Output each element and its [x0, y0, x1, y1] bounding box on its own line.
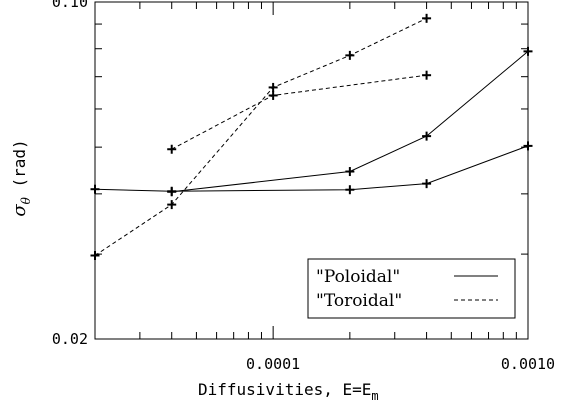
data-point-marker: [345, 167, 355, 177]
data-point-marker: [167, 200, 177, 210]
data-point-marker: [523, 46, 533, 56]
data-point-marker: [523, 141, 533, 151]
series-1-solid: [167, 46, 533, 197]
y-tick-label: 0.02: [52, 330, 88, 348]
y-axis-label: σθ (rad): [9, 139, 33, 216]
x-axis-label-subscript: m: [371, 389, 378, 403]
y-axis-label-unit: (rad): [10, 139, 29, 187]
series-2-dashed: [167, 70, 432, 154]
data-point-marker: [90, 251, 100, 261]
y-tick-label: 0.10: [52, 0, 88, 11]
x-tick-label: 0.0001: [246, 355, 300, 373]
y-axis-ticks: 0.02 0.10: [52, 0, 528, 348]
x-axis-ticks: 0.0001 0.0010: [94, 2, 555, 373]
plot-frame: [94, 1, 529, 340]
series-line: [171, 51, 529, 193]
data-point-marker: [345, 50, 355, 60]
x-axis-label-main: Diffusivities, E=E: [198, 380, 371, 399]
data-point-marker: [268, 90, 278, 100]
x-tick-label: 0.0010: [501, 355, 555, 373]
x-axis-label: Diffusivities, E=Em: [198, 380, 379, 403]
series-0-solid: [90, 141, 533, 196]
legend: "Poloidal" "Toroidal": [307, 258, 516, 319]
data-point-marker: [268, 82, 278, 92]
y-axis-label-main: σ: [9, 204, 30, 217]
data-point-marker: [422, 179, 432, 189]
data-point-marker: [422, 131, 432, 141]
y-axis-label-gap: [10, 188, 29, 198]
series-line: [94, 145, 529, 192]
data-point-marker: [90, 184, 100, 194]
data-point-marker: [167, 187, 177, 197]
legend-label-toroidal: "Toroidal": [316, 291, 402, 311]
data-point-marker: [422, 70, 432, 80]
series-3-dashed: [90, 13, 432, 261]
data-point-marker: [422, 13, 432, 23]
series-layer: [90, 13, 533, 261]
y-axis-label-subscript: θ: [19, 196, 33, 204]
series-line: [171, 74, 427, 150]
legend-label-poloidal: "Poloidal": [316, 267, 400, 287]
series-line: [94, 17, 427, 256]
data-point-marker: [345, 185, 355, 195]
data-point-marker: [167, 144, 177, 154]
legend-box: [307, 258, 516, 319]
